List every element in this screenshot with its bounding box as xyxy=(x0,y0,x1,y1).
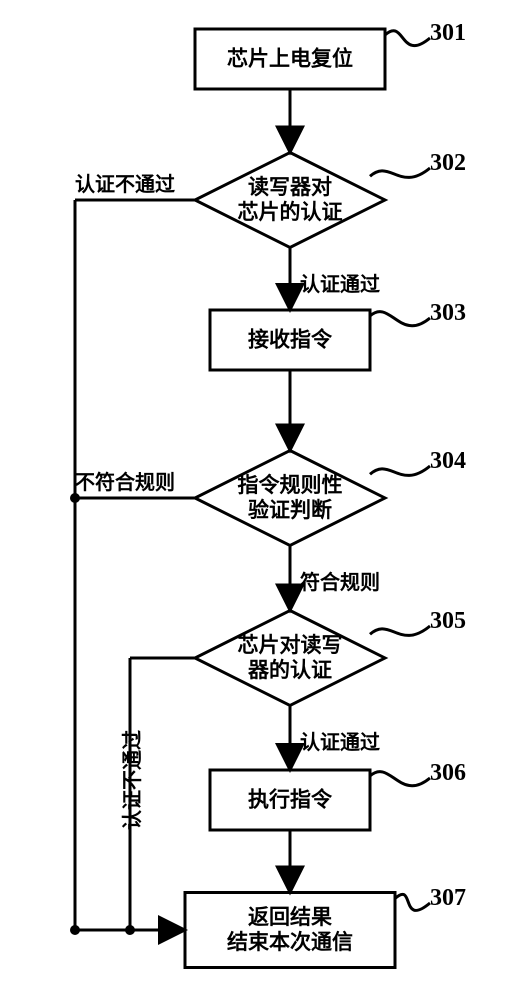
node-n307-label: 返回结果结束本次通信 xyxy=(227,905,353,955)
edge-label-305-fail: 认证不通过 xyxy=(116,730,145,830)
edge-label: 符合规则 xyxy=(300,566,380,595)
step-label-n302: 302 xyxy=(430,150,466,177)
node-n302-label: 读写器对芯片的认证 xyxy=(238,175,343,225)
node-n301-label: 芯片上电复位 xyxy=(227,46,353,71)
node-n306-label: 执行指令 xyxy=(248,787,332,812)
edge-label: 认证通过 xyxy=(300,726,380,755)
step-label-n307: 307 xyxy=(430,885,466,912)
edge-label: 认证通过 xyxy=(300,268,380,297)
node-n305-label: 芯片对读写器的认证 xyxy=(238,633,343,683)
node-n304-label: 指令规则性验证判断 xyxy=(238,473,343,523)
edge-label-304-fail: 不符合规则 xyxy=(75,466,175,495)
step-label-n303: 303 xyxy=(430,300,466,327)
step-label-n306: 306 xyxy=(430,760,466,787)
step-label-n301: 301 xyxy=(430,20,466,47)
step-label-n305: 305 xyxy=(430,608,466,635)
step-label-n304: 304 xyxy=(430,448,466,475)
node-n303-label: 接收指令 xyxy=(248,327,332,352)
edge-label-302-fail: 认证不通过 xyxy=(75,168,175,197)
